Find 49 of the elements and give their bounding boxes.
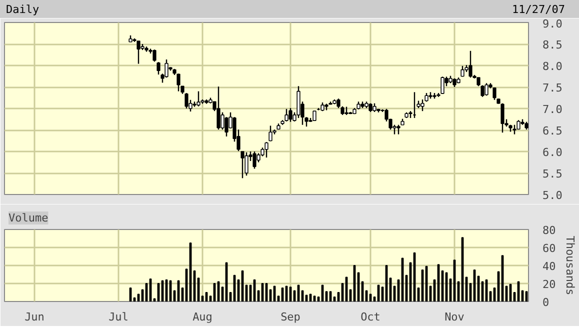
candlestick <box>468 50 472 78</box>
candlestick <box>164 58 168 78</box>
y-tick-label: 5.0 <box>542 189 562 202</box>
x-tick-label: Sep <box>280 310 300 324</box>
chart-title: Daily <box>6 2 40 18</box>
candlestick <box>264 141 268 158</box>
x-tick-label: Aug <box>192 310 212 324</box>
y-tick-label: 7.5 <box>542 82 562 94</box>
y-tick-label: 8.0 <box>542 60 562 73</box>
candlestick <box>268 125 272 142</box>
candlestick <box>244 152 248 176</box>
y-tick-label: 80 <box>542 224 556 237</box>
candlestick <box>288 107 292 122</box>
candlestick <box>136 40 140 64</box>
chart-title: Volume <box>8 212 48 224</box>
y-tick-label: 0 <box>542 296 550 309</box>
candlestick <box>196 90 200 107</box>
y-tick-label: 60 <box>542 242 556 255</box>
candlestick <box>420 98 424 112</box>
y-tick-label: 6.0 <box>542 146 562 159</box>
candlestick <box>484 82 488 96</box>
candlestick <box>492 86 496 100</box>
x-tick-label: Jul <box>108 310 128 324</box>
candlestick <box>500 102 504 134</box>
y-tick-label: 40 <box>542 260 556 273</box>
y-tick-label: 7.0 <box>542 103 562 116</box>
x-tick-label: Jun <box>24 310 44 324</box>
x-tick-label: Oct <box>360 310 380 324</box>
candlestick <box>240 150 244 179</box>
candlestick <box>252 150 256 170</box>
candlestick <box>224 116 228 138</box>
y-tick-label: 9.0 <box>542 18 562 30</box>
candlestick <box>156 61 160 76</box>
y-tick-label: 6.5 <box>542 124 562 138</box>
y-axis-title: Thousands <box>564 236 577 296</box>
candlestick <box>440 76 444 94</box>
candlestick <box>284 108 288 122</box>
y-tick-label: 8.5 <box>542 38 562 52</box>
y-tick-label: 5.5 <box>542 168 562 180</box>
candlestick <box>176 73 180 92</box>
chart-subtitle: 11/27/07 <box>512 2 565 18</box>
y-tick-label: 20 <box>542 278 556 291</box>
candlestick <box>184 92 188 110</box>
candlestick <box>396 124 400 135</box>
candlestick <box>312 110 316 121</box>
x-tick-label: Nov <box>444 310 465 324</box>
candlestick <box>152 48 156 62</box>
candlestick <box>216 86 220 130</box>
candlestick <box>512 124 516 135</box>
